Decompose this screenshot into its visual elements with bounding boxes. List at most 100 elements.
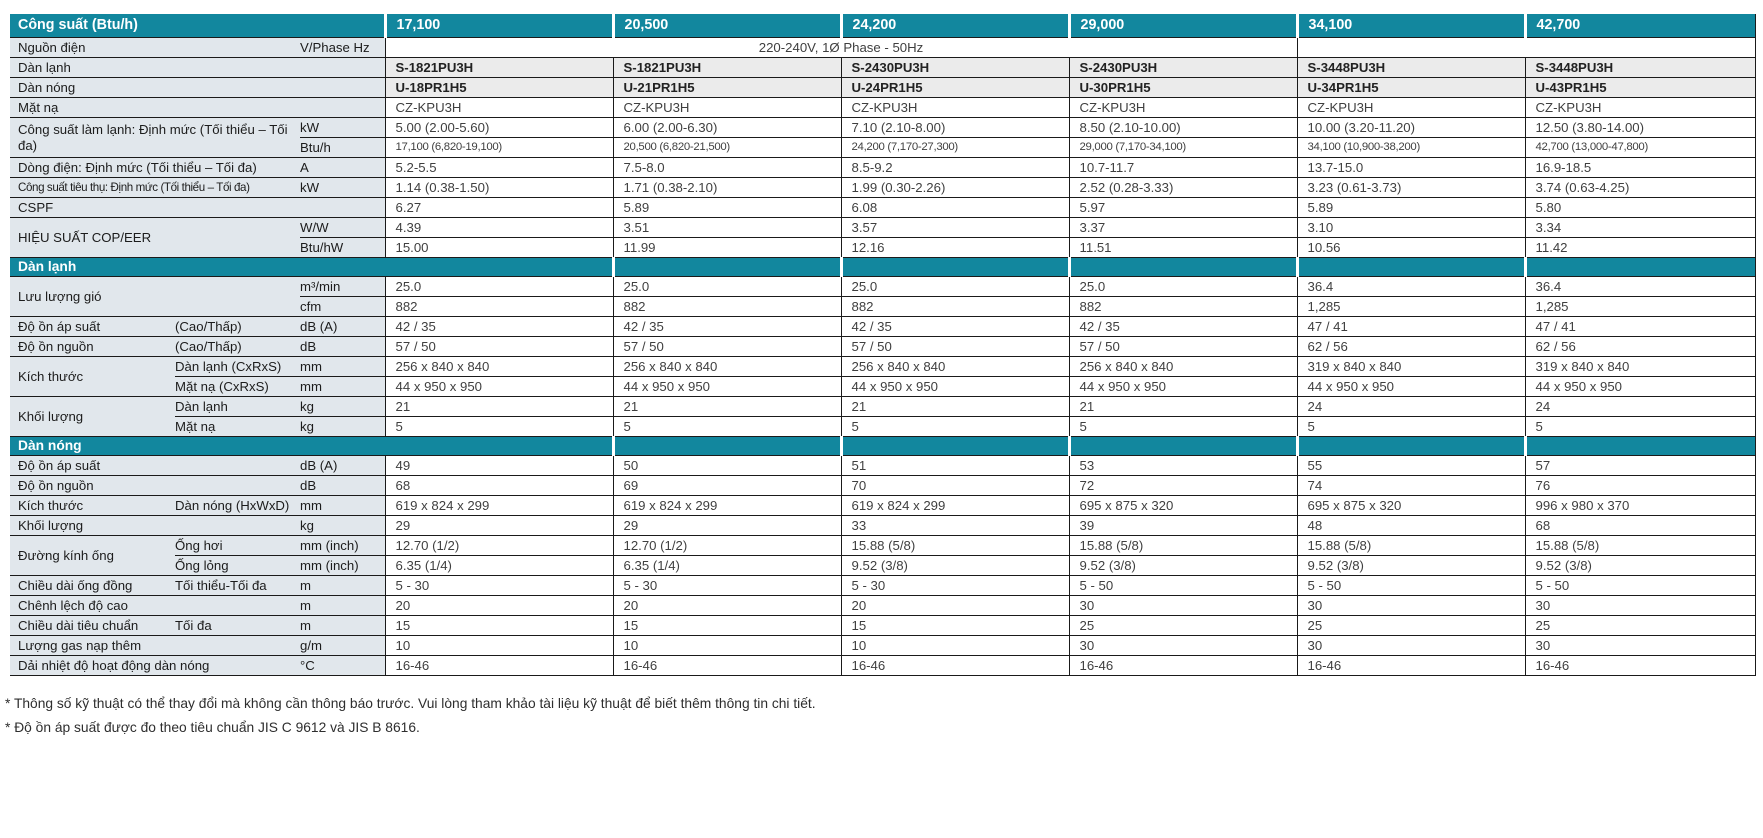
table-row: Btu/hW 15.00 11.99 12.16 11.51 10.56 11.42 — [10, 237, 1755, 258]
value-cell: 25.0 — [612, 276, 841, 297]
table-row: CSPF 6.27 5.89 6.08 5.97 5.89 5.80 — [10, 197, 1755, 218]
table-row: Chiều dài tiêu chuẩn Tối đa m 15 15 15 25 25 25 — [10, 615, 1755, 636]
row-unit: Btu/hW — [300, 237, 385, 258]
value-cell: 6.35 (1/4) — [384, 555, 613, 576]
row-sublabel: (Cao/Thấp) — [175, 336, 300, 357]
section-header-cell — [1523, 257, 1755, 277]
value-cell: 72 — [1068, 475, 1297, 496]
table-row: Chiều dài ống đồng Tối thiểu-Tối đa m 5 - 3… — [10, 575, 1755, 596]
row-unit: dB — [300, 336, 385, 357]
value-cell: 5.2-5.5 — [384, 157, 613, 178]
value-cell: 5.00 (2.00-5.60) — [384, 117, 613, 138]
capacity-column-header: 42,700 — [1523, 14, 1755, 38]
section-header-cell — [839, 436, 1069, 456]
value-cell: 25.0 — [384, 276, 613, 297]
capacity-column-header: 24,200 — [839, 14, 1069, 38]
value-cell: 10 — [840, 635, 1069, 656]
value-cell: 1,285 — [1296, 296, 1525, 317]
value-cell: 57 / 50 — [384, 336, 613, 357]
row-sublabel: Dàn lạnh — [175, 396, 300, 417]
value-cell: S-2430PU3H — [840, 57, 1069, 78]
table-row: Lưu lượng gió m³/min 25.0 25.0 25.0 25.0 36.4 3… — [10, 276, 1755, 317]
row-label: Công suất làm lạnh: Định mức (Tối thiểu … — [10, 117, 300, 158]
row-label: Chênh lệch độ cao — [10, 595, 300, 616]
value-cell: S-3448PU3H — [1296, 57, 1525, 78]
capacity-column-header: 20,500 — [611, 14, 841, 38]
value-cell: 69 — [612, 475, 841, 496]
value-cell: 619 x 824 x 299 — [384, 495, 613, 516]
value-cell: 30 — [1068, 635, 1297, 656]
value-cell: CZ-KPU3H — [840, 97, 1069, 118]
value-cell: 25 — [1068, 615, 1297, 636]
value-cell: CZ-KPU3H — [1296, 97, 1525, 118]
value-cell: 10 — [384, 635, 613, 656]
value-cell: 25 — [1524, 615, 1755, 636]
section-header-cell — [1295, 436, 1525, 456]
value-cell: 9.52 (3/8) — [1068, 555, 1297, 576]
value-cell: 3.57 — [840, 217, 1069, 238]
section-header-cell — [839, 257, 1069, 277]
row-unit: kg — [300, 515, 385, 536]
value-cell: 21 — [612, 396, 841, 417]
value-cell: 57 / 50 — [1068, 336, 1297, 357]
section-header-row: Dàn nóng — [10, 436, 1755, 456]
value-cell: 12.16 — [840, 237, 1069, 258]
value-cell: 76 — [1524, 475, 1755, 496]
section-header-cell — [1295, 257, 1525, 277]
value-cell: 220-240V, 1Ø Phase - 50Hz — [384, 37, 1297, 58]
value-cell: 6.27 — [384, 197, 613, 218]
value-cell: 15 — [384, 615, 613, 636]
row-label: Độ ồn nguồn — [10, 475, 300, 496]
value-cell: S-1821PU3H — [612, 57, 841, 78]
value-cell: S-1821PU3H — [384, 57, 613, 78]
table-row: Lượng gas nạp thêm g/m 10 10 10 30 30 30 — [10, 635, 1755, 656]
value-cell: CZ-KPU3H — [612, 97, 841, 118]
value-cell: 16-46 — [384, 655, 613, 676]
spec-table-container: Công suất (Btu/h) 17,100 20,500 24,200 29,00… — [10, 14, 1756, 676]
row-unit: kg — [300, 396, 385, 417]
row-label: Khối lượng — [10, 396, 175, 437]
value-cell: 695 x 875 x 320 — [1296, 495, 1525, 516]
value-cell: 47 / 41 — [1296, 316, 1525, 337]
table-row: Mặt nạ (CxRxS) mm 44 x 950 x 950 44 x 950 x… — [10, 376, 1755, 397]
value-cell: 24 — [1296, 396, 1525, 417]
value-cell: 36.4 — [1296, 276, 1525, 297]
table-row: Mặt nạ CZ-KPU3H CZ-KPU3H CZ-KPU3H CZ-KPU3H CZ… — [10, 97, 1755, 118]
value-cell: 15.88 (5/8) — [840, 535, 1069, 556]
table-row: Ống lỏng mm (inch) 6.35 (1/4) 6.35 (1/4) 9.5… — [10, 555, 1755, 576]
table-row: Độ ồn áp suất (Cao/Thấp) dB (A) 42 / 35 42 /… — [10, 316, 1755, 337]
spec-table: Công suất (Btu/h) 17,100 20,500 24,200 29,00… — [10, 14, 1756, 676]
section-header-cell — [385, 257, 613, 277]
value-cell: 68 — [1524, 515, 1755, 536]
value-cell: 15.88 (5/8) — [1524, 535, 1755, 556]
row-unit: m — [300, 615, 385, 636]
row-sublabel: Dàn nóng (HxWxD) — [175, 495, 300, 516]
table-row: Kích thước Dàn nóng (HxWxD) mm 619 x 824 x … — [10, 495, 1755, 516]
value-cell: 30 — [1524, 635, 1755, 656]
row-unit: mm — [300, 376, 385, 397]
value-cell: 24,200 (7,170-27,300) — [840, 137, 1069, 158]
value-cell: 3.51 — [612, 217, 841, 238]
row-sublabel: (Cao/Thấp) — [175, 316, 300, 337]
table-row: Công suất tiêu thụ: Định mức (Tối thiểu … — [10, 177, 1755, 198]
value-cell: 15.88 (5/8) — [1068, 535, 1297, 556]
value-cell: 20 — [840, 595, 1069, 616]
row-label: Lượng gas nạp thêm — [10, 635, 300, 656]
footnote-2: * Độ ồn áp suất được đo theo tiêu chuẩn … — [5, 719, 420, 735]
value-cell: 13.7-15.0 — [1296, 157, 1525, 178]
value-cell: 25.0 — [840, 276, 1069, 297]
row-sublabel: Ống lỏng — [175, 555, 300, 576]
value-cell: U-24PR1H5 — [840, 77, 1069, 98]
table-row: Btu/h 17,100 (6,820-19,100) 20,500 (6,820-… — [10, 137, 1755, 158]
value-cell: 5 - 30 — [840, 575, 1069, 596]
section-header-row: Dàn lạnh — [10, 257, 1755, 277]
value-cell: 44 x 950 x 950 — [1524, 376, 1755, 397]
value-cell: 4.39 — [384, 217, 613, 238]
row-label: Dải nhiệt độ hoạt động dàn nóng — [10, 655, 300, 676]
table-row: Độ ồn áp suất dB (A) 49 50 51 53 55 57 — [10, 455, 1755, 476]
value-cell: 74 — [1296, 475, 1525, 496]
value-cell: 10.7-11.7 — [1068, 157, 1297, 178]
value-cell: U-18PR1H5 — [384, 77, 613, 98]
value-cell: 256 x 840 x 840 — [840, 356, 1069, 377]
value-cell: 1.71 (0.38-2.10) — [612, 177, 841, 198]
